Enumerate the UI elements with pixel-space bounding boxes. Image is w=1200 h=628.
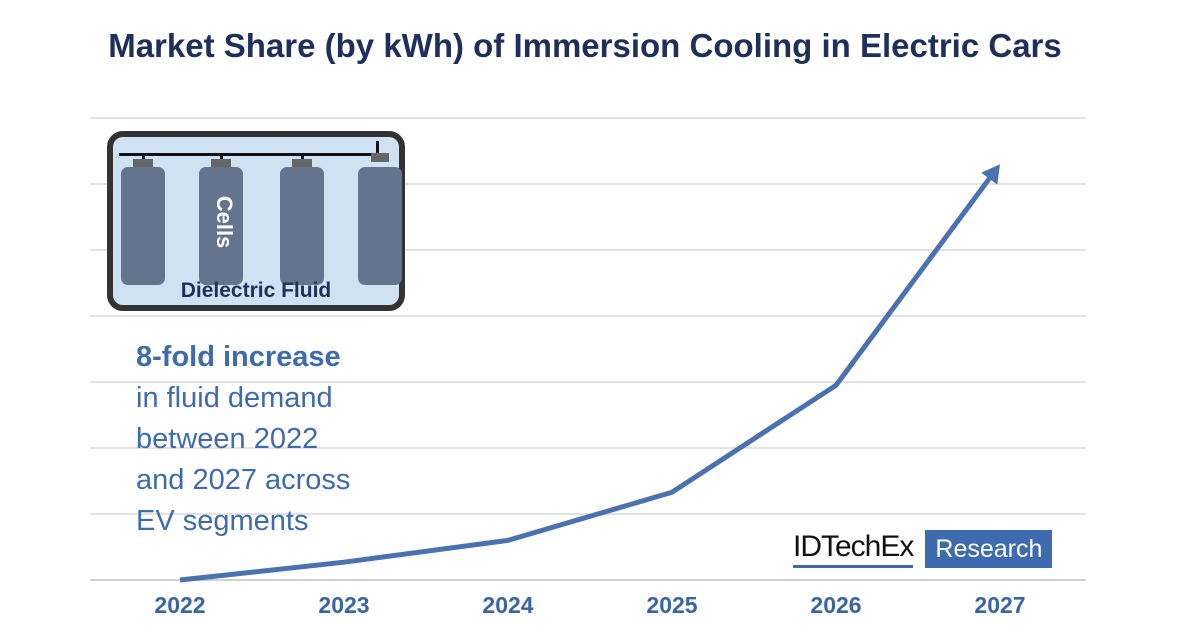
x-tick-label: 2022 [154, 592, 205, 618]
battery-cell [121, 167, 165, 285]
cell-terminal [133, 159, 153, 167]
connector [142, 155, 145, 161]
callout-headline: 8-fold increase [136, 341, 341, 373]
callout-line: between 2022 [136, 423, 319, 455]
immersion-cooling-diagram: Cells Dielectric Fluid [107, 131, 405, 311]
series-line [179, 177, 992, 583]
x-tick-label: 2023 [318, 592, 369, 618]
cells-label: Cells [212, 195, 237, 249]
x-tick-labels: 2022 2023 2024 2025 2026 2027 [154, 592, 1025, 618]
callout-line: and 2027 across [136, 464, 351, 496]
battery-cell [280, 167, 324, 285]
x-tick-label: 2025 [646, 592, 697, 618]
x-tick-label: 2024 [482, 592, 533, 618]
callout-line: in fluid demand [136, 382, 333, 414]
battery-cell [358, 167, 402, 285]
callout-line: EV segments [136, 505, 309, 537]
sensor [371, 153, 389, 162]
chart-title: Market Share (by kWh) of Immersion Cooli… [108, 27, 1062, 64]
connector [301, 155, 304, 161]
series [179, 164, 1000, 583]
cell-terminal [211, 159, 231, 167]
gridlines [90, 117, 1086, 581]
idtechex-logo: IDTechEx Research [793, 530, 1053, 568]
connector [220, 155, 223, 161]
dielectric-fluid-label: Dielectric Fluid [180, 279, 332, 302]
callout-text: 8-fold increase in fluid demand between … [136, 337, 350, 542]
logo-tag: Research [925, 530, 1053, 568]
logo-name: IDTechEx [793, 530, 914, 568]
busbar [119, 153, 379, 156]
x-tick-label: 2027 [974, 592, 1025, 618]
x-tick-label: 2026 [810, 592, 861, 618]
battery-cell [199, 167, 243, 285]
cell-terminal [292, 159, 312, 167]
arrow-head [981, 164, 1000, 185]
busbar-riser [376, 141, 379, 155]
